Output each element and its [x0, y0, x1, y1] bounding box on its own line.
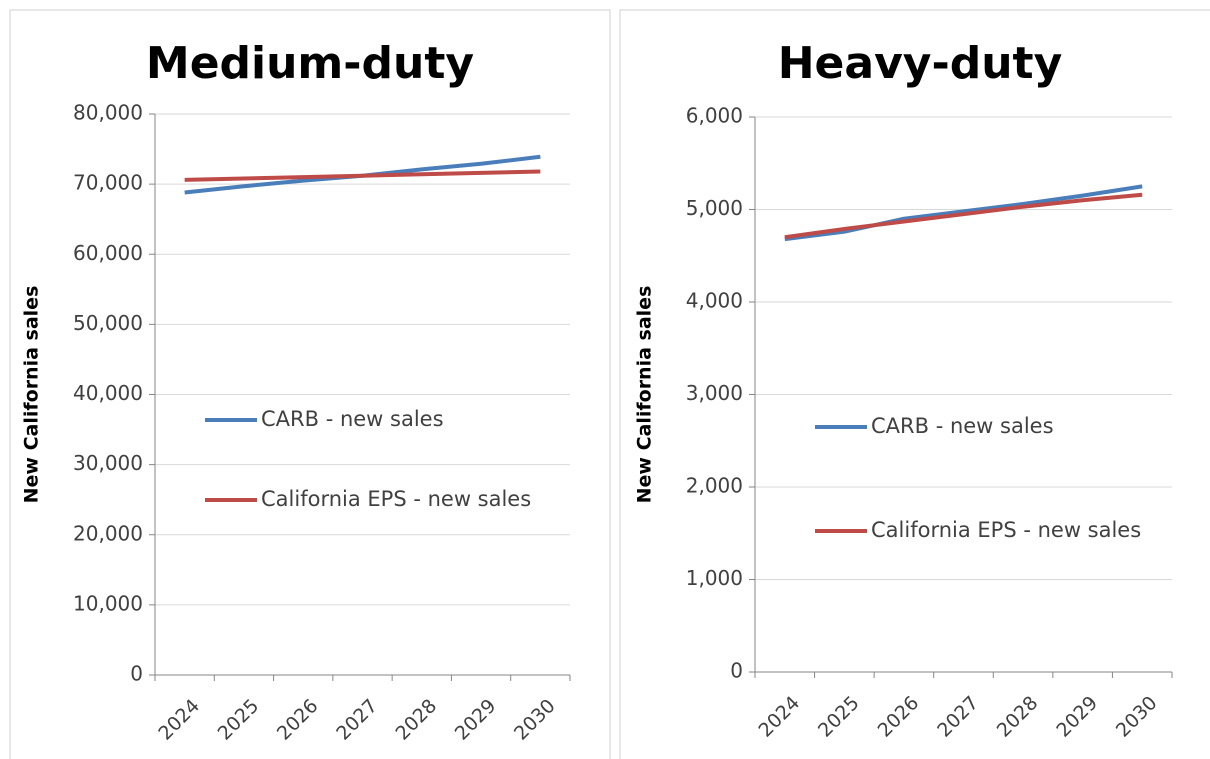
y-tick-label: 0: [730, 659, 743, 683]
series-line: [784, 184, 1143, 242]
x-tick-label: 2030: [1112, 692, 1162, 742]
y-tick-label: 20,000: [73, 521, 143, 545]
y-tick-label: 1,000: [686, 566, 743, 590]
y-tick-label: 6,000: [686, 104, 743, 128]
y-tick-label: 3,000: [686, 381, 743, 405]
x-tick-label: 2024: [154, 695, 204, 745]
y-tick-label: 40,000: [73, 381, 143, 405]
x-tick-label: 2027: [332, 695, 382, 745]
x-tick-label: 2029: [1052, 692, 1102, 742]
series-line: [184, 169, 541, 182]
legend-label: CARB - new sales: [261, 407, 444, 431]
x-tick-label: 2026: [874, 692, 924, 742]
x-tick-label: 2029: [451, 695, 501, 745]
x-tick-label: 2025: [214, 695, 264, 745]
panel-border: [619, 9, 1210, 759]
y-tick-label: 10,000: [73, 591, 143, 615]
chart-title: Medium-duty: [146, 38, 474, 89]
series-line: [784, 192, 1143, 240]
y-axis-label: New California sales: [21, 286, 43, 504]
x-tick-label: 2026: [273, 695, 323, 745]
y-tick-label: 70,000: [73, 171, 143, 195]
y-tick-label: 0: [130, 662, 143, 686]
x-tick-label: 2028: [993, 692, 1043, 742]
legend-label: California EPS - new sales: [261, 487, 531, 511]
y-tick-label: 30,000: [73, 451, 143, 475]
panel-border: [9, 9, 611, 759]
y-tick-label: 60,000: [73, 241, 143, 265]
x-tick-label: 2024: [754, 692, 804, 742]
y-tick-label: 50,000: [73, 311, 143, 335]
chart-title: Heavy-duty: [778, 38, 1063, 89]
x-tick-label: 2027: [933, 692, 983, 742]
legend-label: California EPS - new sales: [871, 518, 1141, 542]
legend-label: CARB - new sales: [871, 414, 1054, 438]
x-tick-label: 2025: [814, 692, 864, 742]
y-tick-label: 2,000: [686, 474, 743, 498]
y-tick-label: 5,000: [686, 196, 743, 220]
x-tick-label: 2028: [391, 695, 441, 745]
x-tick-label: 2030: [510, 695, 560, 745]
y-axis-label: New California sales: [634, 286, 656, 504]
y-tick-label: 80,000: [73, 101, 143, 125]
y-tick-label: 4,000: [686, 289, 743, 313]
